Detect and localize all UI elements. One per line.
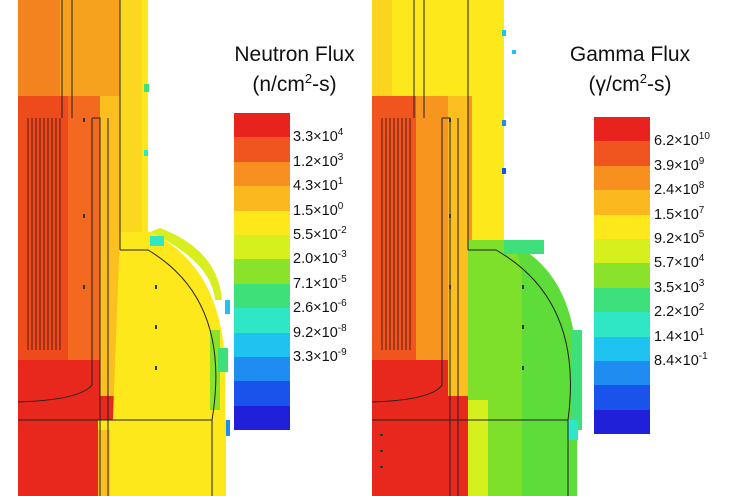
- gamma-tick-label: 1.4×101: [654, 326, 705, 345]
- gamma-unit: (γ/cm2-s): [588, 71, 672, 96]
- gamma-color-band: [594, 312, 650, 337]
- neutron-flux-map: [0, 0, 230, 496]
- gamma-color-band: [594, 263, 650, 288]
- neutron-tick-label: 2.0×10-3: [293, 249, 347, 268]
- gamma-tick-label: 3.5×103: [654, 277, 705, 296]
- gamma-tick-label: 5.7×104: [654, 253, 705, 272]
- gamma-tick-label: 3.9×109: [654, 155, 705, 174]
- neutron-color-band: [234, 234, 290, 260]
- neutron-colorbar: [234, 113, 290, 431]
- neutron-tick-label: 7.1×10-5: [293, 273, 347, 292]
- gamma-color-band: [594, 287, 650, 313]
- neutron-tick-label: 9.2×10-8: [293, 322, 347, 341]
- neutron-color-band: [234, 161, 290, 187]
- neutron-color-band: [234, 356, 290, 382]
- gamma-tick-label: 2.2×102: [654, 302, 705, 321]
- gamma-tick-label: 6.2×1010: [654, 131, 710, 150]
- gamma-color-band: [594, 141, 650, 166]
- gamma-flux-map: [372, 0, 590, 496]
- neutron-color-band: [234, 332, 290, 357]
- gamma-color-band: [594, 360, 650, 386]
- neutron-tick-label: 1.5×100: [293, 200, 344, 219]
- gamma-tick-label: 2.4×108: [654, 180, 705, 199]
- neutron-tick-label: 5.5×10-2: [293, 225, 347, 244]
- neutron-legend-title: Neutron Flux (n/cm2-s): [222, 40, 367, 100]
- gamma-color-band: [594, 238, 650, 264]
- neutron-color-band: [234, 186, 290, 211]
- neutron-tick-label: 2.6×10-6: [293, 298, 347, 317]
- gamma-tick-label: 9.2×105: [654, 229, 705, 248]
- neutron-tick-label: 3.3×10-9: [293, 347, 347, 366]
- neutron-color-band: [234, 381, 290, 406]
- neutron-color-band: [234, 405, 290, 431]
- gamma-color-band: [594, 190, 650, 215]
- gamma-tick-label: 8.4×10-1: [654, 351, 708, 370]
- gamma-color-band: [594, 336, 650, 361]
- gamma-color-band: [594, 117, 650, 142]
- neutron-color-band: [234, 283, 290, 309]
- neutron-color-band: [234, 259, 290, 284]
- gamma-tick-label: 1.5×107: [654, 204, 705, 223]
- gamma-colorbar: [594, 117, 650, 435]
- neutron-tick-label: 1.2×103: [293, 151, 344, 170]
- neutron-color-band: [234, 308, 290, 333]
- gamma-color-band: [594, 409, 650, 435]
- gamma-title: Gamma Flux: [569, 43, 691, 66]
- neutron-color-band: [234, 113, 290, 138]
- neutron-tick-label: 3.3×104: [293, 127, 344, 146]
- neutron-tick-label: 4.3×101: [293, 176, 344, 195]
- gamma-legend-title: Gamma Flux (γ/cm2-s): [555, 40, 705, 100]
- neutron-title: Neutron Flux: [234, 43, 355, 66]
- gamma-color-band: [594, 385, 650, 410]
- gamma-color-band: [594, 165, 650, 191]
- gamma-color-band: [594, 214, 650, 239]
- neutron-unit: (n/cm2-s): [252, 71, 337, 96]
- neutron-color-band: [234, 137, 290, 162]
- neutron-color-band: [234, 210, 290, 235]
